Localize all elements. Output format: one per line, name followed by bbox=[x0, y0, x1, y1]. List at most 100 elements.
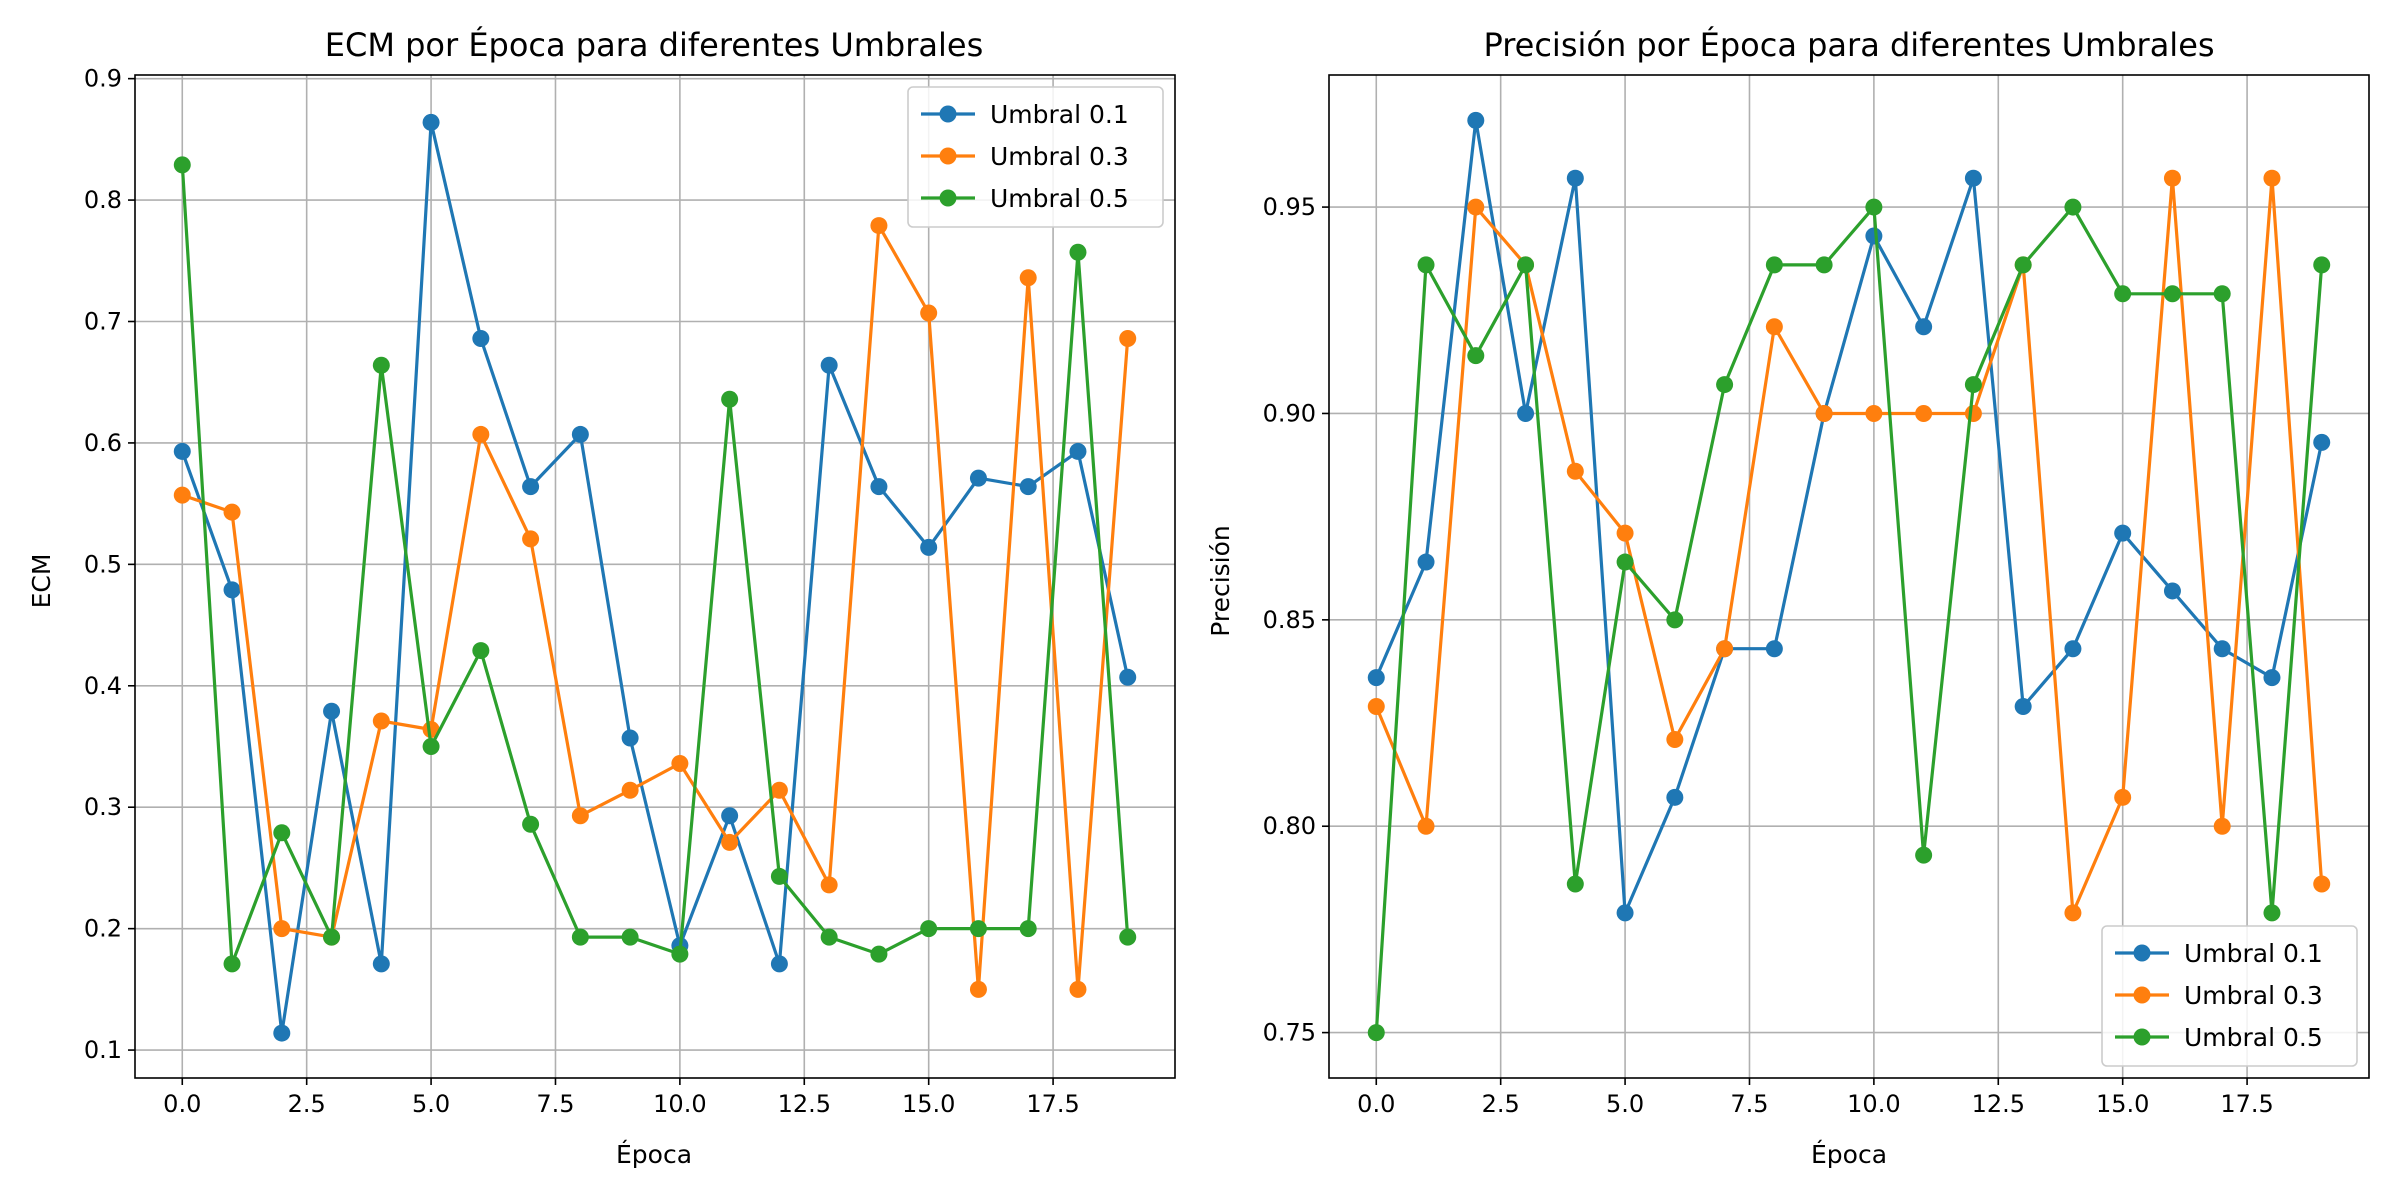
ecm-x-tick-label: 5.0 bbox=[412, 1090, 450, 1118]
ecm-data-point bbox=[920, 920, 938, 938]
ecm-y-tick-label: 0.5 bbox=[84, 550, 122, 578]
precision-data-point bbox=[1417, 256, 1435, 274]
ecm-data-point bbox=[770, 867, 788, 885]
ecm-data-point bbox=[1019, 269, 1037, 287]
ecm-data-point bbox=[1069, 980, 1087, 998]
precision-series-2 bbox=[1367, 169, 2331, 922]
ecm-data-point bbox=[621, 729, 639, 747]
ecm-data-point bbox=[323, 702, 341, 720]
precision-data-point bbox=[2014, 256, 2032, 274]
precision-data-point bbox=[1566, 875, 1584, 893]
precision-data-point bbox=[2213, 640, 2231, 658]
ecm-data-point bbox=[721, 390, 739, 408]
precision-data-point bbox=[1716, 376, 1734, 394]
precision-data-point bbox=[1566, 462, 1584, 480]
ecm-data-point bbox=[173, 486, 191, 504]
precision-data-point bbox=[1915, 404, 1933, 422]
precision-legend-box bbox=[2101, 925, 2358, 1067]
ecm-data-point bbox=[472, 425, 490, 443]
ecm-y-tick-label: 0.7 bbox=[84, 308, 122, 336]
ecm-x-tick-label: 15.0 bbox=[902, 1090, 955, 1118]
precision-x-tick-label: 15.0 bbox=[2096, 1090, 2149, 1118]
ecm-x-tick-label: 7.5 bbox=[536, 1090, 574, 1118]
ecm-data-point bbox=[969, 980, 987, 998]
precision-legend-swatch-marker bbox=[2133, 986, 2151, 1004]
precision-data-point bbox=[2064, 198, 2082, 216]
precision-y-tick-label: 0.85 bbox=[1263, 606, 1316, 634]
ecm-data-point bbox=[920, 304, 938, 322]
precision-data-point bbox=[2163, 169, 2181, 187]
precision-legend-item: Umbral 0.5 bbox=[2115, 1023, 2323, 1052]
precision-data-point bbox=[1566, 169, 1584, 187]
precision-data-point bbox=[1964, 404, 1982, 422]
ecm-y-axis-label: ECM bbox=[27, 554, 56, 609]
precision-data-point bbox=[2263, 904, 2281, 922]
ecm-data-point bbox=[173, 156, 191, 174]
precision-legend-swatch-marker bbox=[2133, 1028, 2151, 1046]
ecm-data-point bbox=[273, 920, 291, 938]
precision-data-point bbox=[1517, 256, 1535, 274]
ecm-data-point bbox=[571, 807, 589, 825]
precision-data-point bbox=[1467, 198, 1485, 216]
ecm-x-tick-label: 17.5 bbox=[1026, 1090, 1079, 1118]
precision-data-point bbox=[1815, 404, 1833, 422]
precision-data-point bbox=[1367, 669, 1385, 687]
precision-data-point bbox=[1666, 788, 1684, 806]
ecm-legend-label: Umbral 0.1 bbox=[990, 100, 1129, 129]
precision-data-point bbox=[1417, 817, 1435, 835]
ecm-y-tick-label: 0.3 bbox=[84, 793, 122, 821]
precision-data-point bbox=[2064, 904, 2082, 922]
ecm-data-point bbox=[1019, 478, 1037, 496]
ecm-data-point bbox=[721, 807, 739, 825]
precision-data-point bbox=[2163, 582, 2181, 600]
precision-data-point bbox=[1964, 169, 1982, 187]
precision-y-axis-label: Precisión bbox=[1206, 525, 1235, 637]
precision-data-point bbox=[2313, 256, 2331, 274]
ecm-legend-item: Umbral 0.3 bbox=[921, 142, 1129, 171]
ecm-data-point bbox=[1119, 928, 1137, 946]
precision-data-point bbox=[1467, 347, 1485, 365]
ecm-data-point bbox=[273, 1024, 291, 1042]
ecm-data-point bbox=[870, 478, 888, 496]
precision-chart-title: Precisión por Época para diferentes Umbr… bbox=[1483, 26, 2214, 64]
ecm-data-point bbox=[223, 503, 241, 521]
precision-legend-swatch-marker bbox=[2133, 944, 2151, 962]
ecm-data-point bbox=[522, 478, 540, 496]
precision-data-point bbox=[2213, 285, 2231, 303]
precision-x-tick-label: 5.0 bbox=[1606, 1090, 1644, 1118]
ecm-x-tick-label: 10.0 bbox=[653, 1090, 706, 1118]
ecm-chart-title: ECM por Época para diferentes Umbrales bbox=[325, 26, 983, 64]
precision-x-tick-label: 17.5 bbox=[2220, 1090, 2273, 1118]
precision-chart-panel: Precisión por Época para diferentes Umbr… bbox=[1206, 26, 2370, 1169]
ecm-legend: Umbral 0.1 Umbral 0.3 Umbral 0.5 bbox=[907, 86, 1164, 228]
ecm-data-point bbox=[969, 469, 987, 487]
precision-legend-item: Umbral 0.3 bbox=[2115, 981, 2323, 1010]
ecm-data-point bbox=[223, 955, 241, 973]
precision-series-line bbox=[1374, 176, 2324, 915]
ecm-data-point bbox=[273, 824, 291, 842]
precision-data-point bbox=[2014, 698, 2032, 716]
ecm-data-point bbox=[422, 738, 440, 755]
ecm-data-point bbox=[671, 945, 689, 963]
precision-data-point bbox=[1666, 611, 1684, 629]
precision-x-axis-label: Época bbox=[1811, 1140, 1887, 1169]
ecm-data-point bbox=[1119, 668, 1137, 686]
precision-data-point bbox=[2263, 169, 2281, 187]
ecm-data-point bbox=[571, 928, 589, 946]
precision-data-point bbox=[2114, 788, 2132, 806]
precision-y-tick-label: 0.90 bbox=[1263, 399, 1316, 427]
ecm-data-point bbox=[1019, 920, 1037, 938]
precision-y-tick-label: 0.80 bbox=[1263, 812, 1316, 840]
ecm-data-point bbox=[472, 642, 490, 660]
ecm-data-point bbox=[721, 833, 739, 851]
ecm-data-point bbox=[323, 928, 341, 946]
precision-data-point bbox=[1765, 256, 1783, 274]
ecm-data-point bbox=[223, 581, 241, 599]
ecm-x-tick-label: 2.5 bbox=[288, 1090, 326, 1118]
precision-data-point bbox=[2064, 640, 2082, 658]
ecm-y-tick-label: 0.9 bbox=[84, 65, 122, 93]
ecm-data-point bbox=[671, 755, 689, 772]
precision-data-point bbox=[1616, 524, 1634, 542]
ecm-data-point bbox=[522, 815, 540, 833]
